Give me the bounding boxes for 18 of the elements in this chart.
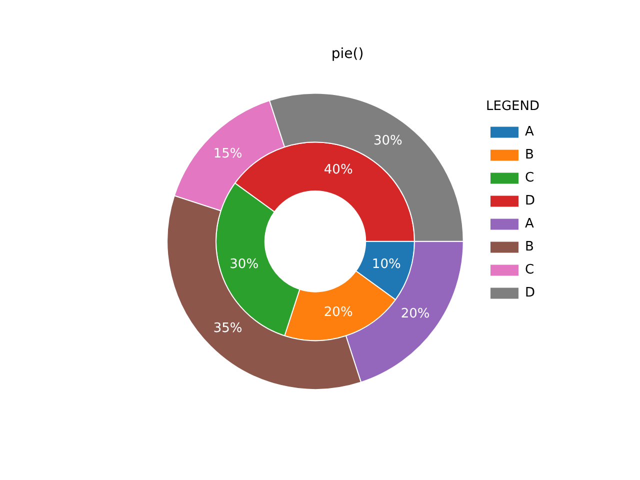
legend-label: C xyxy=(524,170,534,186)
legend-label: A xyxy=(524,216,534,232)
category-label: B xyxy=(524,148,534,163)
chart-title: pie() xyxy=(331,46,364,62)
category-label: C xyxy=(524,262,534,278)
data-label: 20% xyxy=(400,306,430,322)
data-label: 15% xyxy=(213,146,242,162)
data-label: 40% xyxy=(324,162,353,178)
data-label: 30% xyxy=(230,256,259,272)
legend-label: B xyxy=(524,240,534,255)
legend-label: D xyxy=(524,194,536,209)
data-label: 10% xyxy=(372,256,401,272)
category-label: D xyxy=(524,286,536,301)
data-label: 35% xyxy=(213,321,242,336)
legend-title: LEGEND xyxy=(486,99,540,114)
category-label: A xyxy=(524,124,534,140)
data-label: 30% xyxy=(373,134,402,149)
data-label: 20% xyxy=(324,304,353,320)
